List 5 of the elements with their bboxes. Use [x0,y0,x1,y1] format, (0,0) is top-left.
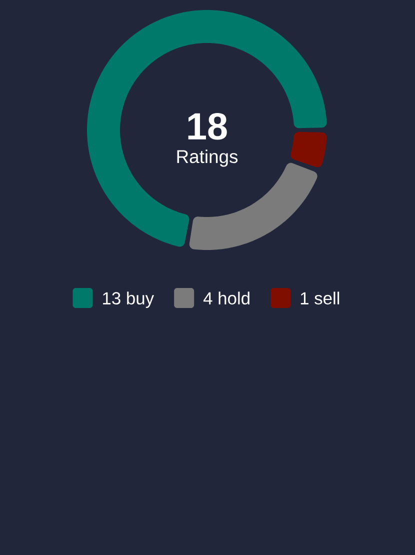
text: Ratings [177,150,238,167]
legend-label: 13 buy [103,292,154,308]
legend-label: 1 sell [300,292,340,304]
legend-label: 4 hold [203,292,250,304]
text: 18 [188,112,227,140]
